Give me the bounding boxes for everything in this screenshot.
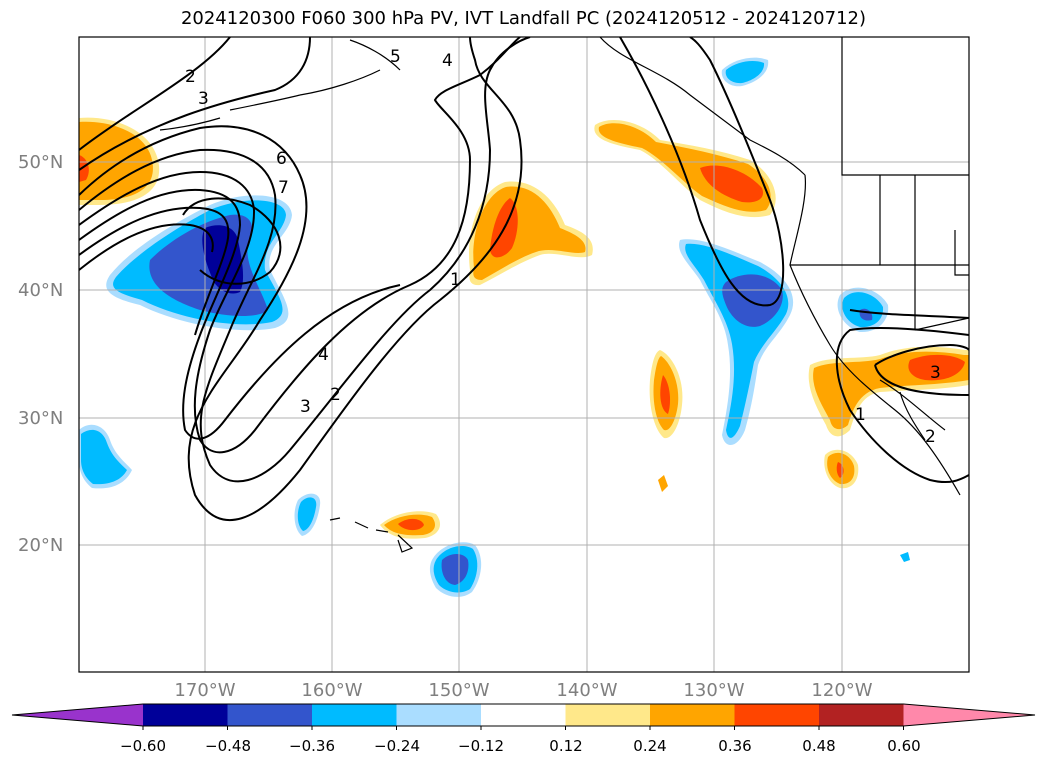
longitude-label: 140°W	[556, 680, 618, 701]
longitude-label: 120°W	[811, 680, 873, 701]
contour-label: 2	[330, 385, 341, 405]
latitude-label: 40°N	[18, 280, 64, 301]
colorbar-tick-label: −0.12	[458, 737, 504, 755]
map-frame	[78, 36, 970, 673]
contour-label: 3	[300, 397, 311, 417]
colorbar-tick-label: 0.12	[549, 737, 583, 755]
graticule	[79, 37, 969, 672]
contour-labels: 2 3 6 7 5 4 1 4 3 2 1 3 2	[185, 47, 941, 447]
colorbar-tick-label: 0.24	[633, 737, 667, 755]
colorbar-segment	[396, 704, 482, 726]
contour-label: 5	[390, 47, 401, 67]
colorbar-segment	[734, 704, 820, 726]
pv-contours	[79, 37, 969, 522]
colorbar-tick-label: 0.36	[718, 737, 752, 755]
colorbar-tick-label: −0.24	[374, 737, 420, 755]
colorbar-segment	[819, 704, 904, 726]
contour-label: 4	[318, 345, 329, 365]
contour-label: 4	[442, 51, 453, 71]
colorbar-segment	[227, 704, 313, 726]
contour-label: 2	[185, 67, 196, 87]
colorbar-segment	[143, 704, 228, 726]
colorbar-tick-label: −0.36	[289, 737, 335, 755]
colorbar-extend-low	[12, 704, 143, 726]
contour-label: 1	[450, 270, 461, 290]
coastlines	[159, 37, 969, 553]
colorbar-segment	[650, 704, 735, 726]
contour-label: 3	[930, 363, 941, 383]
colorbar-segment	[565, 704, 651, 726]
colorbar-tick-label: 0.48	[802, 737, 836, 755]
colorbar-extend-high	[903, 704, 1035, 726]
map-title: 2024120300 F060 300 hPa PV, IVT Landfall…	[180, 8, 867, 29]
contour-label: 3	[198, 89, 209, 109]
longitude-label: 160°W	[301, 680, 363, 701]
contour-label: 2	[925, 427, 936, 447]
contour-label: 1	[855, 405, 866, 425]
latitude-label: 50°N	[18, 152, 64, 173]
colorbar-tick-label: −0.60	[120, 737, 166, 755]
latitude-label: 30°N	[18, 408, 64, 429]
colorbar	[11, 703, 1036, 730]
contour-label: 7	[278, 178, 289, 198]
longitude-label: 150°W	[428, 680, 490, 701]
colorbar-segment	[312, 704, 397, 726]
colorbar-segment	[481, 704, 566, 726]
colorbar-tick-label: −0.48	[205, 737, 251, 755]
contour-label: 6	[276, 149, 287, 169]
colorbar-tick-label: 0.60	[887, 737, 921, 755]
longitude-label: 170°W	[174, 680, 236, 701]
longitude-label: 130°W	[683, 680, 745, 701]
latitude-label: 20°N	[18, 535, 64, 556]
